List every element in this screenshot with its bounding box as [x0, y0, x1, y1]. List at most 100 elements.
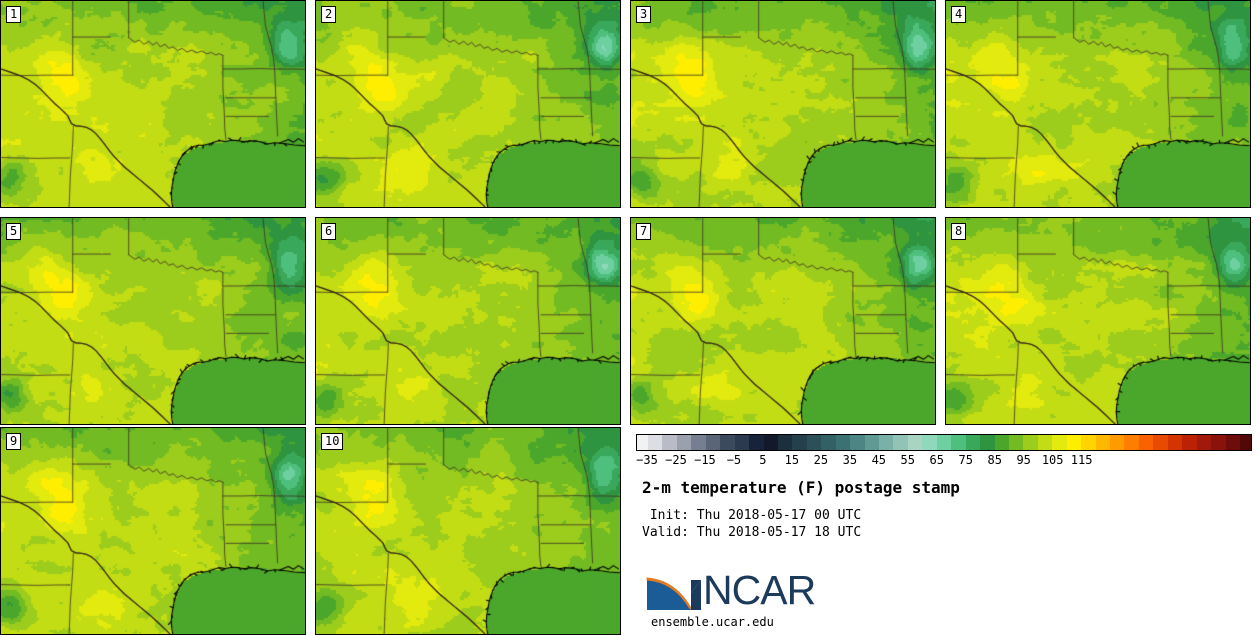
colorbar-cell	[965, 435, 981, 450]
colorbar-cell	[1052, 435, 1067, 450]
panel-number-label: 9	[6, 433, 22, 450]
colorbar-cell	[734, 435, 750, 450]
panel-number-label: 4	[951, 6, 967, 23]
colorbar-cell	[1110, 435, 1125, 450]
map-panel-member-10[interactable]: 10	[315, 427, 621, 635]
colorbar-cell	[691, 435, 706, 450]
colorbar-tick: 25	[813, 453, 829, 467]
ncar-logo-row: NCAR	[645, 566, 905, 612]
colorbar-cell	[1008, 435, 1024, 450]
ncar-logo: NCAR ensemble.ucar.edu	[645, 566, 905, 629]
panel-number-label: 8	[951, 223, 967, 240]
colorbar-cell	[936, 435, 952, 450]
caption-block: 2-m temperature (F) postage stamp Init: …	[642, 478, 1202, 541]
colorbar-cell	[777, 435, 793, 450]
colorbar-cell	[648, 435, 663, 450]
colorbar-tick: 95	[1016, 453, 1031, 467]
colorbar-cell	[749, 435, 764, 450]
colorbar-cell	[1124, 435, 1139, 450]
colorbar-cell	[1066, 435, 1082, 450]
ncar-sail-icon	[646, 577, 701, 610]
colorbar-cell	[864, 435, 879, 450]
colorbar-tick: 85	[987, 453, 1002, 467]
colorbar-cell	[1196, 435, 1212, 450]
colorbar-cell	[821, 435, 836, 450]
colorbar-cell	[835, 435, 851, 450]
panel-number-label: 10	[321, 433, 344, 450]
colorbar-cell	[994, 435, 1009, 450]
temperature-field	[631, 1, 935, 207]
ncar-wordmark: NCAR	[703, 567, 816, 613]
colorbar-cell	[1167, 435, 1183, 450]
colorbar-tick: −15	[694, 453, 716, 467]
panel-number-label: 5	[6, 223, 22, 240]
colorbar-cell	[1081, 435, 1096, 450]
colorbar-cell	[850, 435, 865, 450]
colorbar-tick: 35	[842, 453, 858, 467]
colorbar-cell	[1239, 435, 1251, 450]
colorbar-cell	[1211, 435, 1226, 450]
colorbar-cell	[1023, 435, 1038, 450]
colorbar-cell	[637, 435, 648, 450]
temperature-field	[1, 218, 305, 424]
map-panel-member-6[interactable]: 6	[315, 217, 621, 425]
colorbar-cell	[893, 435, 908, 450]
colorbar-cell	[720, 435, 735, 450]
temperature-field	[631, 218, 935, 424]
panel-number-label: 2	[321, 6, 337, 23]
colorbar-tick: −35	[636, 453, 658, 467]
map-panel-member-4[interactable]: 4	[945, 0, 1251, 208]
temperature-field	[316, 428, 620, 634]
map-panel-member-7[interactable]: 7	[630, 217, 936, 425]
temperature-field	[316, 1, 620, 207]
colorbar-tick: −25	[665, 453, 687, 467]
colorbar-cell	[951, 435, 966, 450]
colorbar-cell	[1225, 435, 1240, 450]
colorbar-tick: 5	[759, 453, 767, 467]
temperature-field	[1, 428, 305, 634]
colorbar-cell	[1182, 435, 1197, 450]
map-panel-member-1[interactable]: 1	[0, 0, 306, 208]
panel-number-label: 1	[6, 6, 22, 23]
colorbar-tick: 55	[900, 453, 915, 467]
ncar-url-text: ensemble.ucar.edu	[651, 615, 774, 629]
colorbar-cell	[1138, 435, 1154, 450]
colorbar-cell	[806, 435, 822, 450]
valid-time-line: Valid: Thu 2018-05-17 18 UTC	[642, 525, 862, 540]
panel-number-label: 7	[636, 223, 652, 240]
map-panel-member-9[interactable]: 9	[0, 427, 306, 635]
init-time-line: Init: Thu 2018-05-17 00 UTC	[642, 508, 862, 523]
colorbar-strip	[636, 434, 1252, 451]
map-panel-member-5[interactable]: 5	[0, 217, 306, 425]
colorbar-tick-labels: −35 −25 −15 −5 5 15 25 35 45 55 65 75 85 95 105 115	[636, 453, 1252, 469]
panel-number-label: 3	[636, 6, 652, 23]
map-panel-member-3[interactable]: 3	[630, 0, 936, 208]
colorbar-tick: 115	[1070, 453, 1093, 467]
colorbar-cell	[763, 435, 778, 450]
colorbar-tick: −5	[726, 453, 742, 467]
colorbar-tick: 105	[1041, 453, 1064, 467]
colorbar-tick: 15	[784, 453, 800, 467]
colorbar-cell	[980, 435, 995, 450]
colorbar-cell	[1037, 435, 1053, 450]
colorbar-tick: 75	[958, 453, 973, 467]
colorbar-tick: 45	[871, 453, 887, 467]
figure-title: 2-m temperature (F) postage stamp	[642, 478, 960, 497]
colorbar-cell	[792, 435, 807, 450]
colorbar-cell	[922, 435, 937, 450]
colorbar-cell	[705, 435, 721, 450]
colorbar-tick: 65	[929, 453, 944, 467]
colorbar-cell	[907, 435, 923, 450]
colorbar-cell	[1153, 435, 1168, 450]
temperature-field	[316, 218, 620, 424]
colorbar-cell	[676, 435, 692, 450]
temperature-field	[1, 1, 305, 207]
colorbar-cell	[662, 435, 677, 450]
map-panel-member-8[interactable]: 8	[945, 217, 1251, 425]
temperature-field	[946, 218, 1250, 424]
colorbar-cell	[1095, 435, 1110, 450]
map-panel-member-2[interactable]: 2	[315, 0, 621, 208]
temperature-field	[946, 1, 1250, 207]
colorbar-cell	[879, 435, 894, 450]
